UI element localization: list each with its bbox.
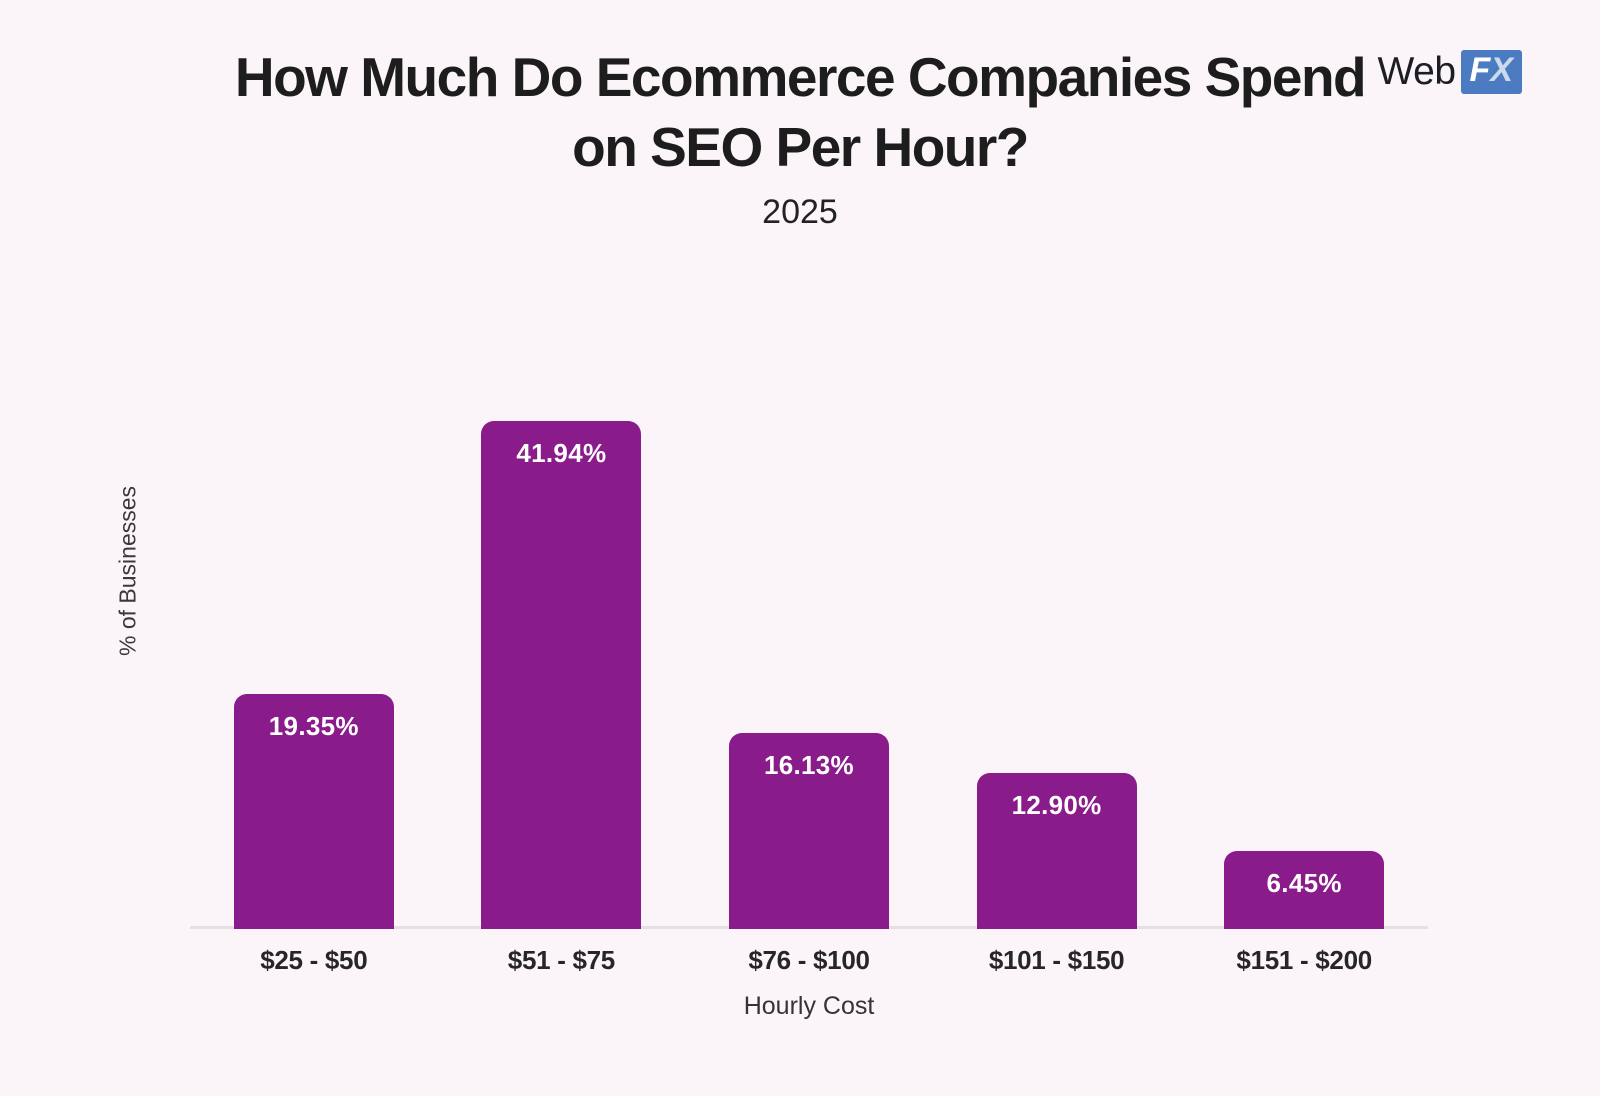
chart-title: How Much Do Ecommerce Companies Spend on… — [234, 46, 1367, 179]
bar: 41.94% — [481, 420, 642, 929]
bar-chart: % of Businesses 19.35% 41.94% 16.13% 12.90%… — [0, 384, 1600, 1021]
bar-slot: 6.45% — [1180, 384, 1428, 929]
webfx-logo: Web FX — [1378, 50, 1522, 94]
webfx-logo-x-letter: X — [1490, 51, 1513, 90]
bar-slot: 16.13% — [685, 384, 933, 929]
chart-header: How Much Do Ecommerce Companies Spend on… — [0, 0, 1600, 232]
x-axis-tick-label: $101 - $150 — [988, 944, 1125, 975]
bar-value-label: 19.35% — [268, 711, 359, 742]
bar: 6.45% — [1224, 850, 1385, 929]
bar-value-label: 16.13% — [763, 750, 854, 781]
bar-value-label: 41.94% — [516, 437, 607, 468]
x-axis-tick-label: $25 - $50 — [260, 944, 368, 975]
bar-slot: 41.94% — [438, 384, 686, 929]
bar: 12.90% — [976, 772, 1137, 929]
chart-subtitle: 2025 — [762, 192, 838, 231]
bar-slot: 12.90% — [933, 384, 1181, 929]
y-axis-label: % of Businesses — [114, 485, 141, 656]
bar-value-label: 12.90% — [1011, 789, 1102, 820]
bars-container: 19.35% 41.94% 16.13% 12.90% 6.45% — [190, 384, 1428, 929]
plot-area: 19.35% 41.94% 16.13% 12.90% 6.45% $25 - $50 $… — [190, 384, 1428, 1021]
webfx-logo-web-text: Web — [1377, 50, 1457, 93]
webfx-logo-fx-badge: FX — [1460, 50, 1522, 94]
x-axis-tick-label: $51 - $75 — [507, 944, 615, 975]
x-axis-tick-label: $151 - $200 — [1236, 944, 1372, 975]
webfx-logo-f-letter: F — [1469, 51, 1491, 90]
x-axis-title: Hourly Cost — [743, 991, 875, 1020]
bar-value-label: 6.45% — [1266, 867, 1342, 898]
bar: 16.13% — [728, 733, 889, 929]
bar: 19.35% — [233, 694, 394, 929]
bar-slot: 19.35% — [190, 384, 438, 929]
x-axis-tick-label: $76 - $100 — [748, 944, 870, 975]
x-axis-tick-labels: $25 - $50 $51 - $75 $76 - $100 $101 - $150 $… — [190, 945, 1428, 976]
